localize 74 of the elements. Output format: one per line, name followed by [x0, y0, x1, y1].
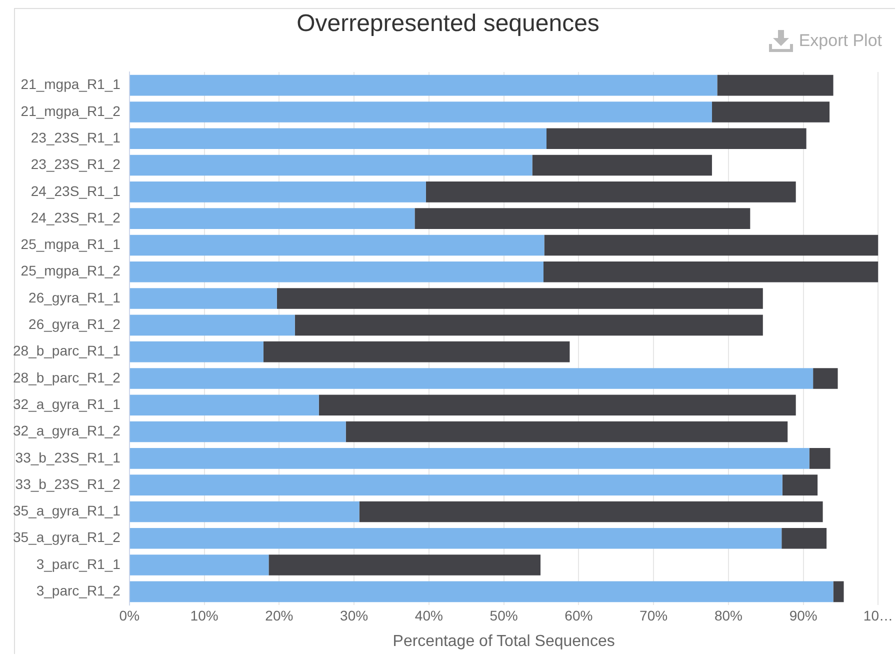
bar — [130, 128, 546, 150]
bar — [130, 394, 319, 416]
y-tick-label: 21_mgpa_R1_1 — [20, 76, 121, 92]
bar — [130, 501, 360, 522]
y-tick-label: 21_mgpa_R1_2 — [20, 102, 121, 119]
bar — [130, 554, 269, 576]
bar — [130, 74, 718, 96]
y-tick-label: 32_a_gyra_R1_1 — [13, 396, 121, 412]
bar — [130, 154, 532, 176]
bar — [809, 448, 830, 469]
bar — [833, 581, 844, 602]
bar — [268, 554, 541, 576]
y-tick-label: 23_23S_R1_1 — [30, 129, 121, 146]
y-tick-label: 28_b_parc_R1_1 — [13, 342, 121, 359]
y-tick-label: 26_gyra_R1_1 — [28, 289, 121, 306]
bar — [712, 102, 830, 122]
bar — [276, 288, 763, 309]
y-tick-label: 35_a_gyra_R1_2 — [13, 529, 121, 546]
y-tick-label: 28_b_parc_R1_2 — [13, 369, 121, 386]
bar — [130, 341, 264, 362]
x-tick-label: 30% — [340, 607, 368, 624]
y-tick-label: 23_23S_R1_2 — [30, 156, 121, 172]
y-tick-label: 25_mgpa_R1_2 — [20, 262, 121, 279]
y-tick-label: 33_b_23S_R1_2 — [15, 476, 121, 492]
y-tick-label: 3_parc_R1_1 — [36, 556, 121, 572]
x-tick-label: 10% — [190, 607, 218, 624]
bar — [130, 368, 814, 389]
x-tick-label: 20% — [265, 607, 294, 624]
bar — [359, 501, 823, 522]
x-tick-label: 40% — [414, 607, 443, 624]
y-tick-label: 24_23S_R1_1 — [30, 182, 121, 199]
bar — [130, 208, 415, 229]
bar — [130, 581, 834, 602]
bar — [414, 208, 750, 229]
y-tick-label: 3_parc_R1_2 — [36, 582, 121, 599]
x-axis-title: Percentage of Total Sequences — [392, 632, 615, 650]
y-tick-label: 32_a_gyra_R1_2 — [13, 422, 121, 439]
bar — [544, 234, 878, 256]
bar — [546, 128, 806, 150]
bar — [294, 314, 763, 336]
y-tick-label: 35_a_gyra_R1_1 — [13, 502, 121, 519]
bar — [717, 74, 834, 96]
bar — [130, 474, 782, 496]
bar — [130, 448, 810, 469]
bar — [813, 368, 838, 389]
x-tick-label: 0% — [119, 607, 140, 624]
x-tick-label: 90% — [789, 607, 818, 624]
bar — [130, 234, 544, 256]
y-tick-label: 25_mgpa_R1_1 — [20, 236, 121, 252]
x-tick-label: 10… — [863, 607, 894, 624]
bar — [130, 288, 277, 309]
x-tick-label: 80% — [714, 607, 742, 624]
y-tick-label: 26_gyra_R1_2 — [28, 316, 121, 332]
bar — [346, 421, 788, 442]
bar — [263, 341, 570, 362]
bar — [544, 261, 878, 282]
text: Export Plot — [798, 31, 882, 51]
chart-title: Overrepresented sequences — [296, 10, 600, 37]
x-tick-label: 50% — [490, 607, 518, 624]
bar — [130, 421, 346, 442]
x-tick-label: 60% — [564, 607, 593, 624]
bar — [130, 102, 712, 122]
bar — [130, 182, 426, 202]
bar — [318, 394, 796, 416]
bar — [130, 261, 544, 282]
bar — [130, 528, 782, 549]
bar — [782, 474, 818, 496]
bar — [532, 154, 712, 176]
bar — [782, 528, 827, 549]
y-tick-label: 24_23S_R1_2 — [30, 209, 121, 226]
bar — [130, 314, 295, 336]
bar — [426, 182, 796, 202]
x-tick-label: 70% — [640, 607, 668, 624]
y-tick-label: 33_b_23S_R1_1 — [15, 449, 121, 466]
